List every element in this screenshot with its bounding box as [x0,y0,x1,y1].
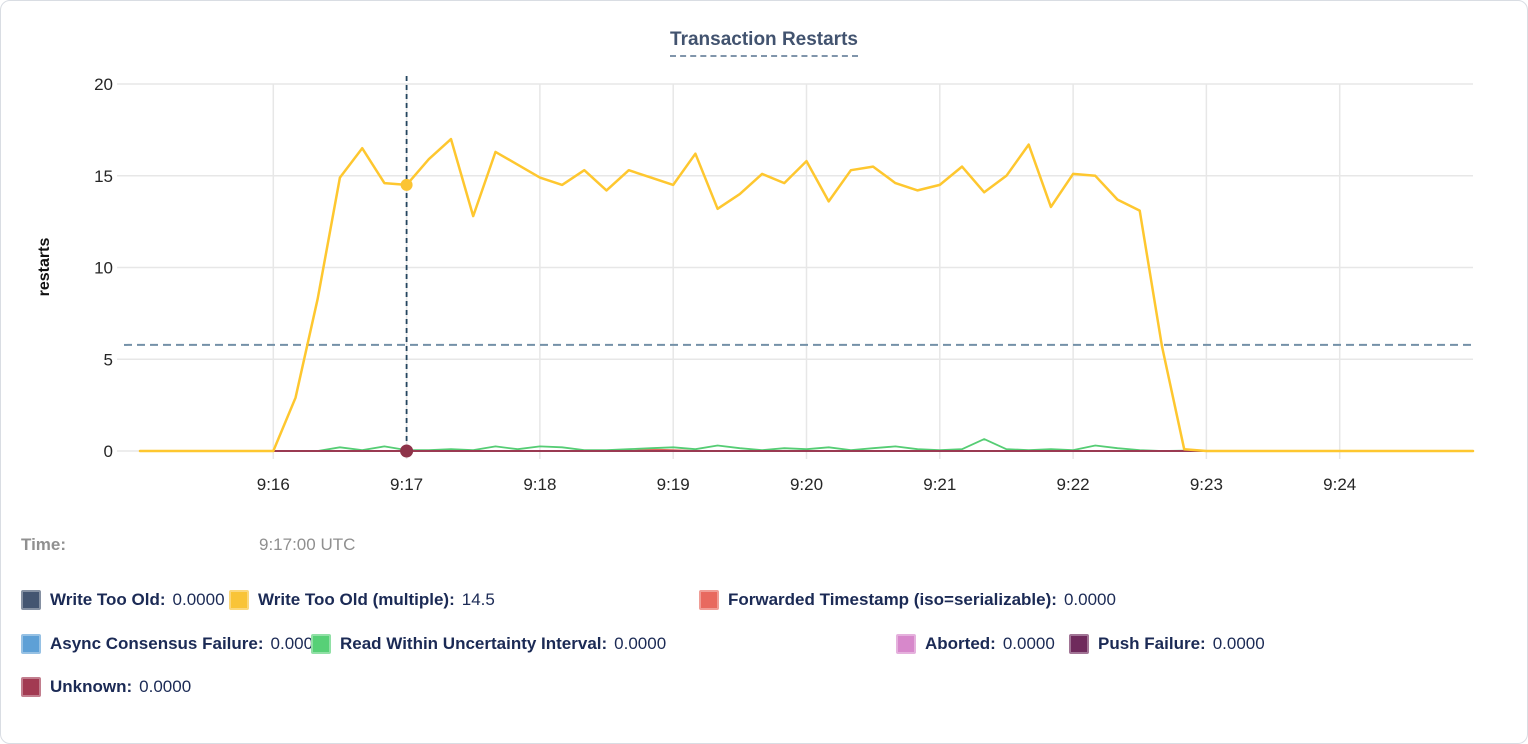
legend-label: Aborted: [925,634,996,653]
legend-label: Write Too Old: [50,590,166,609]
legend-value: 0.0000 [139,677,192,696]
chart-title-wrap: Transaction Restarts [1,29,1527,57]
y-axis-label: restarts [36,238,53,297]
time-value: 9:17:00 UTC [259,535,356,554]
legend-value: 0.0000 [1212,634,1265,653]
legend-label: Forwarded Timestamp (iso=serializable): [728,590,1057,609]
read-within-uncertainty-swatch [311,634,331,654]
legend-row-2: Async Consensus Failure: 0.0000 Read Wit… [1,634,1527,660]
legend-label: Unknown: [50,677,133,696]
chart-title[interactable]: Transaction Restarts [670,29,858,57]
legend-row-1: Write Too Old: 0.0000 Write Too Old (mul… [1,590,1527,616]
legend-item-push-failure: Push Failure: 0.0000 [1069,634,1265,654]
y-tick-labels: 0 5 10 15 20 [94,75,113,461]
hover-dot-unknown [400,444,414,458]
svg-text:9:19: 9:19 [657,475,690,494]
x-gridlines [272,84,1341,459]
svg-text:10: 10 [94,259,113,278]
x-tick-labels: 9:16 9:17 9:18 9:19 9:20 9:21 9:22 9:23 9:24 [257,475,1356,494]
y-gridlines [117,83,1473,452]
legend-row-3: Unknown: 0.0000 [1,677,1527,703]
legend-item-aborted: Aborted: 0.0000 [896,634,1055,654]
legend-label: Write Too Old (multiple): [258,590,455,609]
write-too-old-multiple-swatch [229,590,249,610]
legend-item-write-too-old-multiple: Write Too Old (multiple): 14.5 [229,590,495,610]
series-line-write-too-old-multiple [138,137,1475,453]
svg-text:9:21: 9:21 [923,475,956,494]
svg-text:5: 5 [104,350,113,369]
svg-text:9:22: 9:22 [1057,475,1090,494]
aborted-swatch [896,634,916,654]
forwarded-timestamp-swatch [699,590,719,610]
legend-item-read-within-uncertainty: Read Within Uncertainty Interval: 0.0000 [311,634,666,654]
legend-value: 0.0000 [614,634,667,653]
svg-text:9:17: 9:17 [390,475,423,494]
transaction-restarts-chart[interactable]: 0 5 10 15 20 9:16 9:17 9:18 9:19 9:20 9:21 9:22 9:2… [1,1,1528,521]
legend-value: 0.0000 [270,634,323,653]
legend-item-forwarded-timestamp: Forwarded Timestamp (iso=serializable): … [699,590,1116,610]
svg-text:0: 0 [104,442,113,461]
hover-dot-write-too-old-multiple [400,178,413,191]
legend-label: Push Failure: [1098,634,1206,653]
hover-dots [400,178,414,458]
legend-label: Async Consensus Failure: [50,634,264,653]
svg-text:9:16: 9:16 [257,475,290,494]
unknown-swatch [21,677,41,697]
time-label: Time: [21,535,67,554]
legend-item-unknown: Unknown: 0.0000 [21,677,191,697]
svg-text:15: 15 [94,167,113,186]
push-failure-swatch [1069,634,1089,654]
legend-value: 0.0000 [1002,634,1055,653]
svg-text:9:24: 9:24 [1323,475,1356,494]
write-too-old-swatch [21,590,41,610]
svg-text:9:20: 9:20 [790,475,823,494]
legend-value: 14.5 [461,590,495,609]
async-consensus-failure-swatch [21,634,41,654]
series-lines [138,137,1475,453]
legend-item-async-consensus-failure: Async Consensus Failure: 0.0000 [21,634,323,654]
legend-value: 0.0000 [172,590,225,609]
legend-item-write-too-old: Write Too Old: 0.0000 [21,590,225,610]
svg-text:20: 20 [94,75,113,94]
legend-value: 0.0000 [1063,590,1116,609]
svg-text:9:23: 9:23 [1190,475,1223,494]
svg-text:9:18: 9:18 [523,475,556,494]
legend-label: Read Within Uncertainty Interval: [340,634,608,653]
